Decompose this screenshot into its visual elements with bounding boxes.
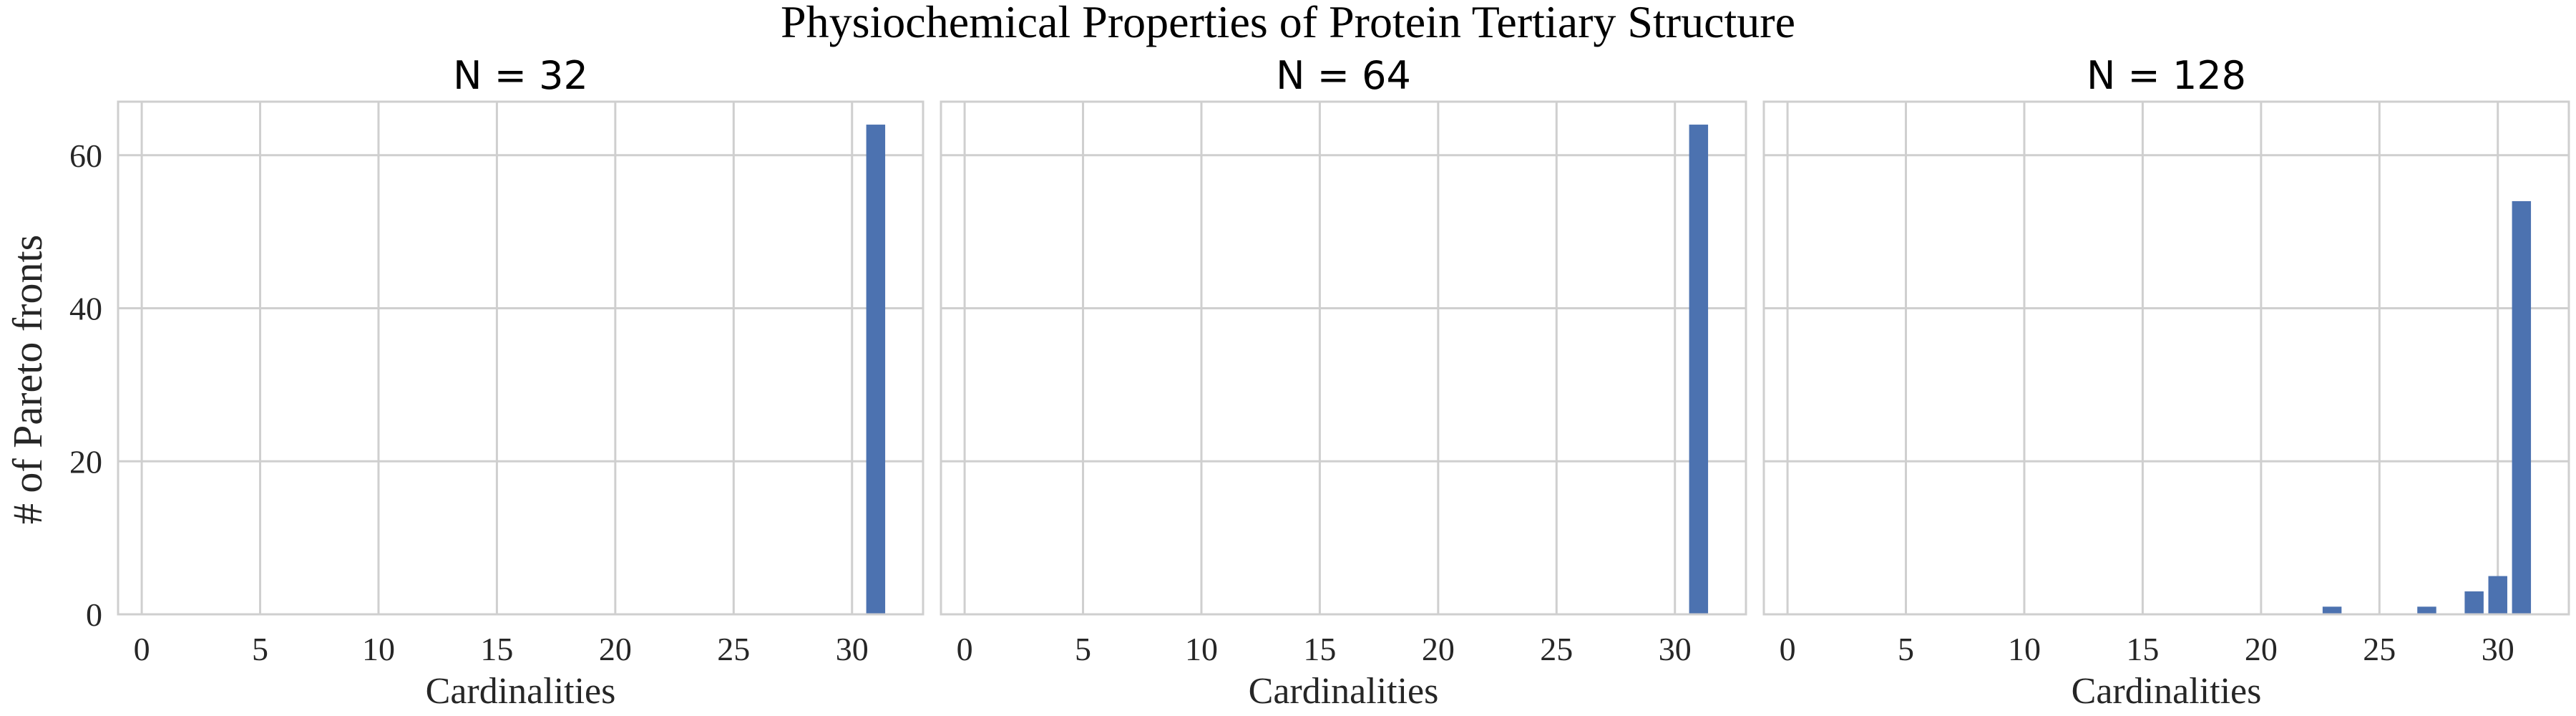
- plot-frame: [117, 100, 924, 616]
- panel-3: 0 5 10 15 20 25 30 N = 128 Cardinalities: [1762, 53, 2570, 712]
- x-tick-label: 15: [480, 631, 513, 667]
- x-tick-label: 5: [1075, 631, 1091, 667]
- panel-title: N = 32: [453, 53, 588, 98]
- x-tick-label: 0: [957, 631, 973, 667]
- x-tick-label: 20: [2245, 631, 2278, 667]
- bar: [2417, 606, 2436, 614]
- x-tick-label: 25: [717, 631, 750, 667]
- x-tick-label: 25: [2363, 631, 2396, 667]
- x-tick-label: 0: [134, 631, 150, 667]
- figure-title: Physiochemical Properties of Protein Ter…: [781, 0, 1795, 47]
- x-tick-label: 15: [1303, 631, 1336, 667]
- bar: [2322, 606, 2342, 614]
- bar: [2488, 576, 2507, 614]
- x-tick-label: 20: [599, 631, 632, 667]
- x-axis-label: Cardinalities: [2072, 671, 2262, 712]
- x-tick-label: 0: [1780, 631, 1796, 667]
- panel-1: 0 5 10 15 20 25 30 0 20 40 60 N = 32 Cardinalities: [69, 53, 924, 712]
- plot-frame: [940, 100, 1747, 616]
- x-tick-label: 15: [2126, 631, 2159, 667]
- panels: 0 5 10 15 20 25 30 0 20 40 60 N = 32 Cardinalities 0 5…: [69, 53, 2570, 712]
- x-tick-label: 5: [1898, 631, 1914, 667]
- x-tick-label: 30: [836, 631, 869, 667]
- x-tick-label: 5: [252, 631, 268, 667]
- bar: [1689, 125, 1709, 615]
- x-tick-label: 10: [362, 631, 395, 667]
- bar: [866, 125, 886, 615]
- x-tick-label: 10: [1185, 631, 1218, 667]
- y-tick-label: 20: [69, 443, 102, 480]
- bar: [2512, 200, 2532, 614]
- y-axis-label: # of Pareto fronts: [4, 235, 51, 524]
- x-axis-label: Cardinalities: [1249, 671, 1439, 712]
- x-tick-label: 20: [1422, 631, 1455, 667]
- plot-frame: [1762, 100, 2570, 616]
- x-tick-label: 30: [2482, 631, 2514, 667]
- x-tick-label: 10: [2008, 631, 2041, 667]
- bar: [2464, 591, 2484, 614]
- x-axis-label: Cardinalities: [426, 671, 616, 712]
- y-tick-label: 60: [69, 137, 102, 174]
- panel-title: N = 64: [1276, 53, 1411, 98]
- x-tick-label: 25: [1540, 631, 1573, 667]
- panel-2: 0 5 10 15 20 25 30 N = 64 Cardinalities: [940, 53, 1747, 712]
- y-tick-label: 40: [69, 291, 102, 327]
- y-tick-label: 0: [86, 596, 102, 633]
- panel-title: N = 128: [2087, 53, 2246, 98]
- x-tick-label: 30: [1659, 631, 1692, 667]
